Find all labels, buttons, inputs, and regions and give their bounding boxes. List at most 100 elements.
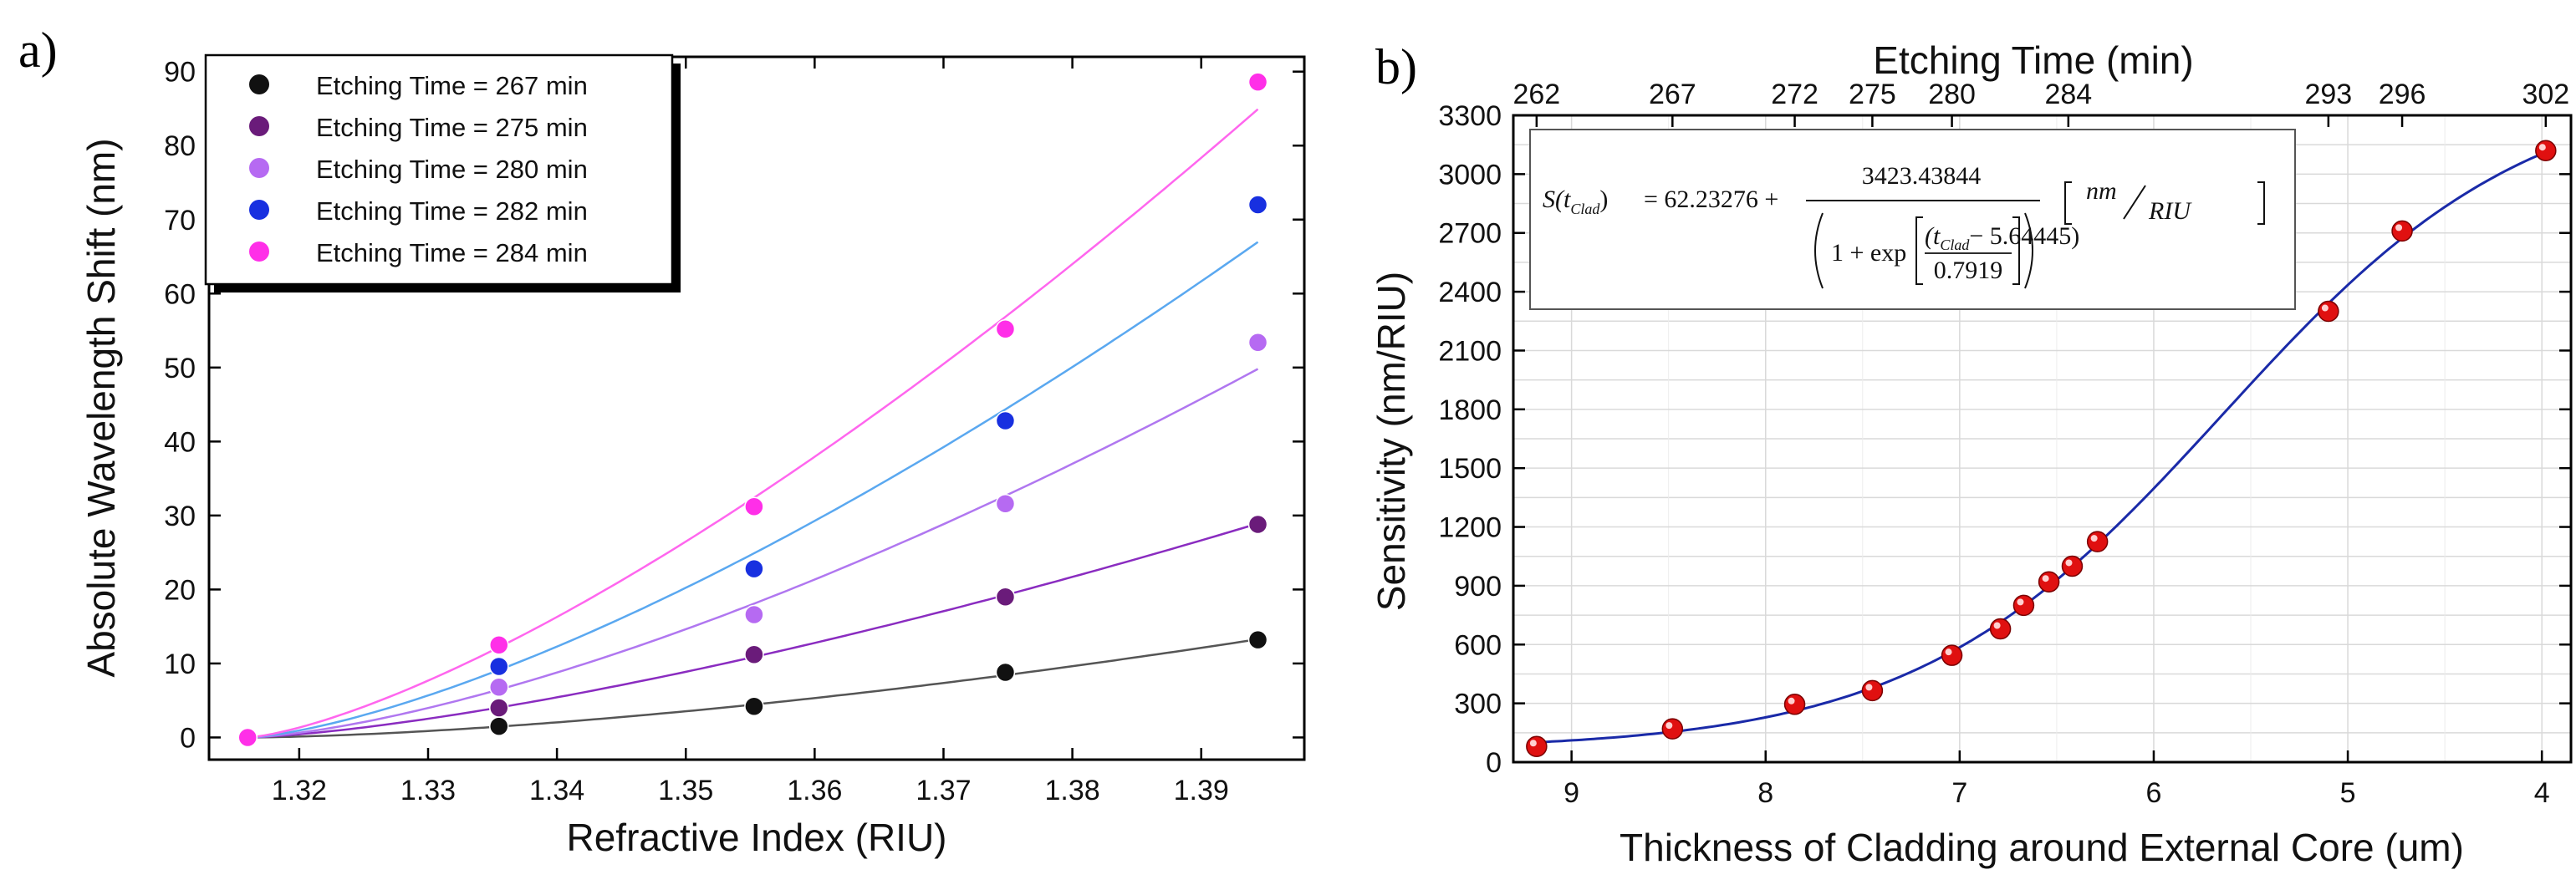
- eq-lhs: S(t: [1543, 186, 1571, 213]
- x-tick-label: 1.36: [787, 775, 842, 806]
- data-point: [2038, 571, 2060, 593]
- legend-label: Etching Time = 267 min: [316, 71, 588, 100]
- y-tick-label: 900: [1454, 571, 1502, 603]
- data-point-highlight: [1993, 622, 2001, 629]
- data-point: [489, 635, 509, 655]
- data-point-highlight: [2065, 559, 2073, 567]
- eq-inner-a: (t: [1925, 222, 1941, 250]
- eq-lhs-close: ): [1599, 186, 1608, 213]
- data-point: [489, 677, 509, 697]
- data-point: [1247, 72, 1268, 92]
- data-point: [237, 727, 258, 748]
- x-tick-label: 9: [1563, 777, 1579, 809]
- legend-label: Etching Time = 282 min: [316, 196, 588, 226]
- y-tick-label: 60: [164, 278, 196, 310]
- y-tick-label: 1200: [1438, 512, 1502, 544]
- chart-a-frame: [207, 55, 1306, 761]
- data-point: [489, 698, 509, 718]
- top-tick-label: 293: [2304, 79, 2352, 110]
- legend-marker: [249, 158, 269, 178]
- data-point-highlight: [1788, 697, 1795, 704]
- eq-numerator: 3423.43844: [1862, 162, 1982, 190]
- y-tick-label: 80: [164, 130, 196, 162]
- data-point: [744, 604, 764, 625]
- svg-text:(tClad− 5.64445): (tClad− 5.64445): [1925, 222, 2079, 253]
- y-tick-label: 30: [164, 501, 196, 532]
- chart-a-legend: Etching Time = 267 min Etching Time = 275…: [204, 53, 681, 292]
- data-point: [1247, 332, 1268, 353]
- eq-offset: = 62.23276 +: [1644, 186, 1778, 213]
- data-point: [995, 587, 1016, 607]
- chart-b-frame: [1512, 114, 2573, 764]
- top-tick-label: 296: [2379, 79, 2426, 110]
- data-point: [1526, 735, 1548, 757]
- x-tick-label: 5: [2340, 777, 2356, 809]
- data-point-highlight: [2090, 535, 2098, 542]
- y-tick-label: 90: [164, 57, 196, 89]
- data-point: [744, 496, 764, 516]
- data-point-highlight: [1665, 722, 1673, 730]
- x-tick-label: 1.38: [1044, 775, 1099, 806]
- eq-bracket-right: [2012, 216, 2020, 285]
- top-tick-label: 267: [1649, 79, 1696, 110]
- data-point-highlight: [2321, 304, 2329, 312]
- x-tick-label: 7: [1951, 777, 1967, 809]
- data-point: [2086, 531, 2109, 552]
- data-point: [1861, 679, 1884, 702]
- eq-unit-bracket-right: [2257, 181, 2265, 225]
- data-point: [995, 319, 1016, 339]
- x-tick-label: 8: [1757, 777, 1773, 809]
- data-point: [1989, 618, 2012, 640]
- eq-lhs-sub: Clad: [1570, 201, 1600, 217]
- series-fit-line: [247, 241, 1259, 739]
- x-tick-label: 1.37: [916, 775, 971, 806]
- data-point: [1247, 514, 1268, 535]
- data-point: [1247, 195, 1268, 215]
- data-point-highlight: [2538, 144, 2546, 151]
- y-tick-label: 1800: [1438, 394, 1502, 426]
- top-tick-label: 302: [2522, 79, 2569, 110]
- chart-a-y-axis-title: Absolute Wavelength Shift (nm): [79, 138, 123, 677]
- svg-text:S(tClad): S(tClad): [1543, 186, 1608, 217]
- x-tick-label: 6: [2146, 777, 2162, 809]
- y-tick-label: 2700: [1438, 218, 1502, 250]
- chart-b-x-axis-title: Thickness of Cladding around External Co…: [1620, 826, 2464, 869]
- chart-a: 1.32 1.33 1.34 1.35 1.36 1.37 1.38 1.39 0 10 20 30 4…: [79, 53, 1306, 859]
- data-point: [1247, 629, 1268, 650]
- data-point: [489, 716, 509, 736]
- top-tick-label: 272: [1771, 79, 1819, 110]
- top-tick-label: 262: [1512, 79, 1560, 110]
- data-point: [995, 410, 1016, 431]
- legend-label: Etching Time = 275 min: [316, 113, 588, 142]
- data-point: [2535, 140, 2557, 161]
- y-tick-label: 600: [1454, 629, 1502, 661]
- data-point: [2318, 300, 2339, 323]
- eq-paren-right: [2024, 212, 2033, 289]
- data-point: [744, 644, 764, 665]
- y-tick-label: 3000: [1438, 159, 1502, 191]
- y-tick-label: 20: [164, 574, 196, 606]
- data-point: [744, 696, 764, 717]
- y-tick-label: 2100: [1438, 335, 1502, 367]
- x-tick-label: 1.32: [272, 775, 327, 806]
- data-point: [1941, 644, 1963, 666]
- data-point: [1661, 718, 1684, 740]
- data-point: [2012, 594, 2035, 617]
- x-tick-label: 1.33: [400, 775, 456, 806]
- y-tick-label: 40: [164, 426, 196, 458]
- eq-unit-slash: [2123, 185, 2146, 220]
- chart-b-top-axis-title: Etching Time (min): [1873, 38, 2193, 82]
- chart-b-y-axis-title: Sensitivity (nm/RIU): [1370, 272, 1413, 611]
- data-point: [2391, 220, 2413, 242]
- data-point-highlight: [1865, 684, 1873, 691]
- y-tick-label: 300: [1454, 689, 1502, 720]
- panel-a-letter: a): [18, 23, 58, 78]
- series-fit-line: [247, 368, 1259, 739]
- x-tick-label: 4: [2534, 777, 2550, 809]
- x-tick-label: 1.35: [658, 775, 713, 806]
- eq-inner-den: 0.7919: [1934, 257, 2003, 284]
- legend-marker: [249, 74, 269, 94]
- data-point-highlight: [1945, 648, 1952, 656]
- top-tick-label: 284: [2044, 79, 2092, 110]
